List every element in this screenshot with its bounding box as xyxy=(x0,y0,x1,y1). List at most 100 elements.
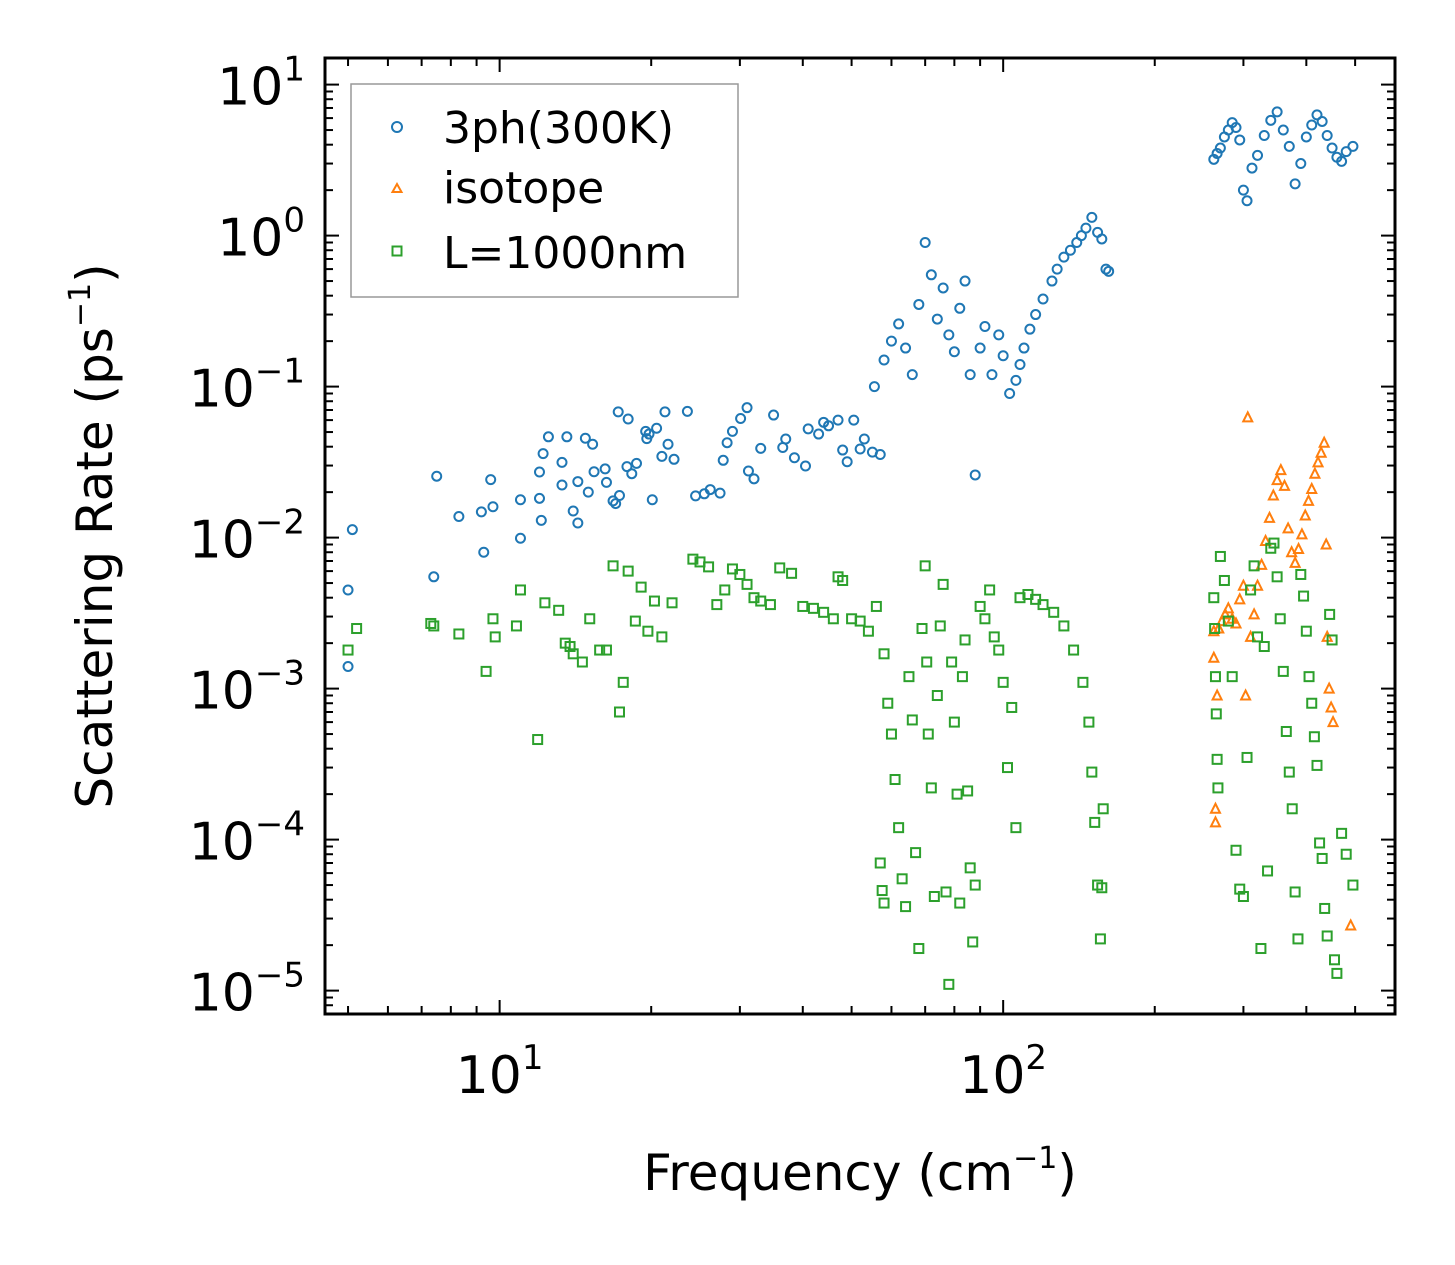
point-3ph xyxy=(542,431,554,443)
point-isotope xyxy=(1324,700,1338,713)
point-boundary xyxy=(870,600,882,612)
point-boundary xyxy=(1336,827,1348,839)
point-boundary xyxy=(885,728,897,740)
point-boundary xyxy=(893,822,905,834)
point-boundary xyxy=(1303,671,1315,683)
point-3ph xyxy=(607,495,619,507)
point-boundary xyxy=(922,728,934,740)
point-boundary xyxy=(1283,766,1295,778)
point-3ph xyxy=(1100,263,1112,275)
point-3ph xyxy=(431,470,443,482)
point-3ph xyxy=(959,275,971,287)
point-boundary xyxy=(629,615,641,627)
point-boundary xyxy=(993,644,1005,656)
point-3ph xyxy=(1340,146,1352,158)
point-3ph xyxy=(646,494,658,506)
point-boundary xyxy=(1096,882,1108,894)
point-boundary xyxy=(1209,623,1221,635)
point-3ph xyxy=(475,506,487,518)
point-boundary xyxy=(951,788,963,800)
point-boundary xyxy=(807,602,819,614)
point-3ph xyxy=(1252,149,1264,161)
point-3ph xyxy=(813,428,825,440)
point-boundary xyxy=(564,641,576,653)
point-3ph xyxy=(832,414,844,426)
point-boundary xyxy=(613,706,625,718)
point-boundary xyxy=(1274,613,1286,625)
point-boundary xyxy=(351,623,363,635)
point-3ph xyxy=(979,321,991,333)
point-3ph xyxy=(579,432,591,444)
point-3ph xyxy=(906,369,918,381)
point-3ph xyxy=(993,329,1005,341)
point-boundary xyxy=(964,862,976,874)
point-3ph xyxy=(1208,153,1220,165)
point-3ph xyxy=(874,449,886,461)
point-boundary xyxy=(1258,641,1270,653)
point-boundary xyxy=(878,648,890,660)
point-boundary xyxy=(648,595,660,607)
point-boundary xyxy=(878,897,890,909)
point-boundary xyxy=(532,734,544,746)
point-3ph xyxy=(533,466,545,478)
point-boundary xyxy=(1068,644,1080,656)
point-3ph xyxy=(741,402,753,414)
point-boundary xyxy=(1245,584,1257,596)
point-boundary xyxy=(948,716,960,728)
point-3ph xyxy=(735,412,747,424)
point-3ph xyxy=(631,457,643,469)
point-3ph xyxy=(823,420,835,432)
y-tick-label: 10−1 xyxy=(189,352,305,420)
y-tick-label: 10−4 xyxy=(189,805,305,873)
legend-label-isotope: isotope xyxy=(443,163,604,214)
point-boundary xyxy=(1268,537,1280,549)
point-3ph xyxy=(1080,222,1092,234)
point-3ph xyxy=(1018,342,1030,354)
point-3ph xyxy=(1283,140,1295,152)
point-isotope xyxy=(1318,435,1331,448)
point-3ph xyxy=(800,460,812,472)
series-2 xyxy=(342,537,1359,990)
point-3ph xyxy=(837,444,849,456)
point-3ph xyxy=(858,433,870,445)
point-3ph xyxy=(342,661,354,673)
point-3ph xyxy=(1326,142,1338,154)
point-boundary xyxy=(1311,759,1323,771)
point-boundary xyxy=(1230,844,1242,856)
point-boundary xyxy=(514,584,526,596)
point-boundary xyxy=(954,897,966,909)
point-boundary xyxy=(900,901,912,913)
point-3ph xyxy=(948,346,960,358)
y-tick-label: 101 xyxy=(217,50,305,118)
point-3ph xyxy=(742,465,754,477)
point-boundary xyxy=(425,617,437,629)
point-boundary xyxy=(1286,803,1298,815)
point-boundary xyxy=(1316,852,1328,864)
point-boundary xyxy=(889,774,901,786)
point-boundary xyxy=(774,562,786,574)
point-3ph xyxy=(1086,211,1098,223)
point-boundary xyxy=(1340,848,1352,860)
point-3ph xyxy=(913,298,925,310)
point-boundary xyxy=(1306,697,1318,709)
point-boundary xyxy=(854,615,866,627)
point-boundary xyxy=(984,584,996,596)
point-3ph xyxy=(556,456,568,468)
point-boundary xyxy=(1237,890,1249,902)
point-boundary xyxy=(607,560,619,572)
point-3ph xyxy=(788,452,800,464)
point-3ph xyxy=(556,479,568,491)
point-isotope xyxy=(1271,472,1284,486)
point-boundary xyxy=(656,631,668,643)
point-boundary xyxy=(940,886,952,898)
x-tick-label: 102 xyxy=(959,1038,1047,1106)
point-boundary xyxy=(1326,634,1338,646)
y-axis-title: Scattering Rate (ps−1) xyxy=(63,263,124,808)
point-isotope xyxy=(1344,918,1357,931)
point-boundary xyxy=(1329,954,1341,966)
point-boundary xyxy=(703,561,715,573)
point-boundary xyxy=(741,578,753,590)
point-boundary xyxy=(882,697,894,709)
point-boundary xyxy=(1347,879,1359,891)
point-isotope xyxy=(1305,481,1318,494)
